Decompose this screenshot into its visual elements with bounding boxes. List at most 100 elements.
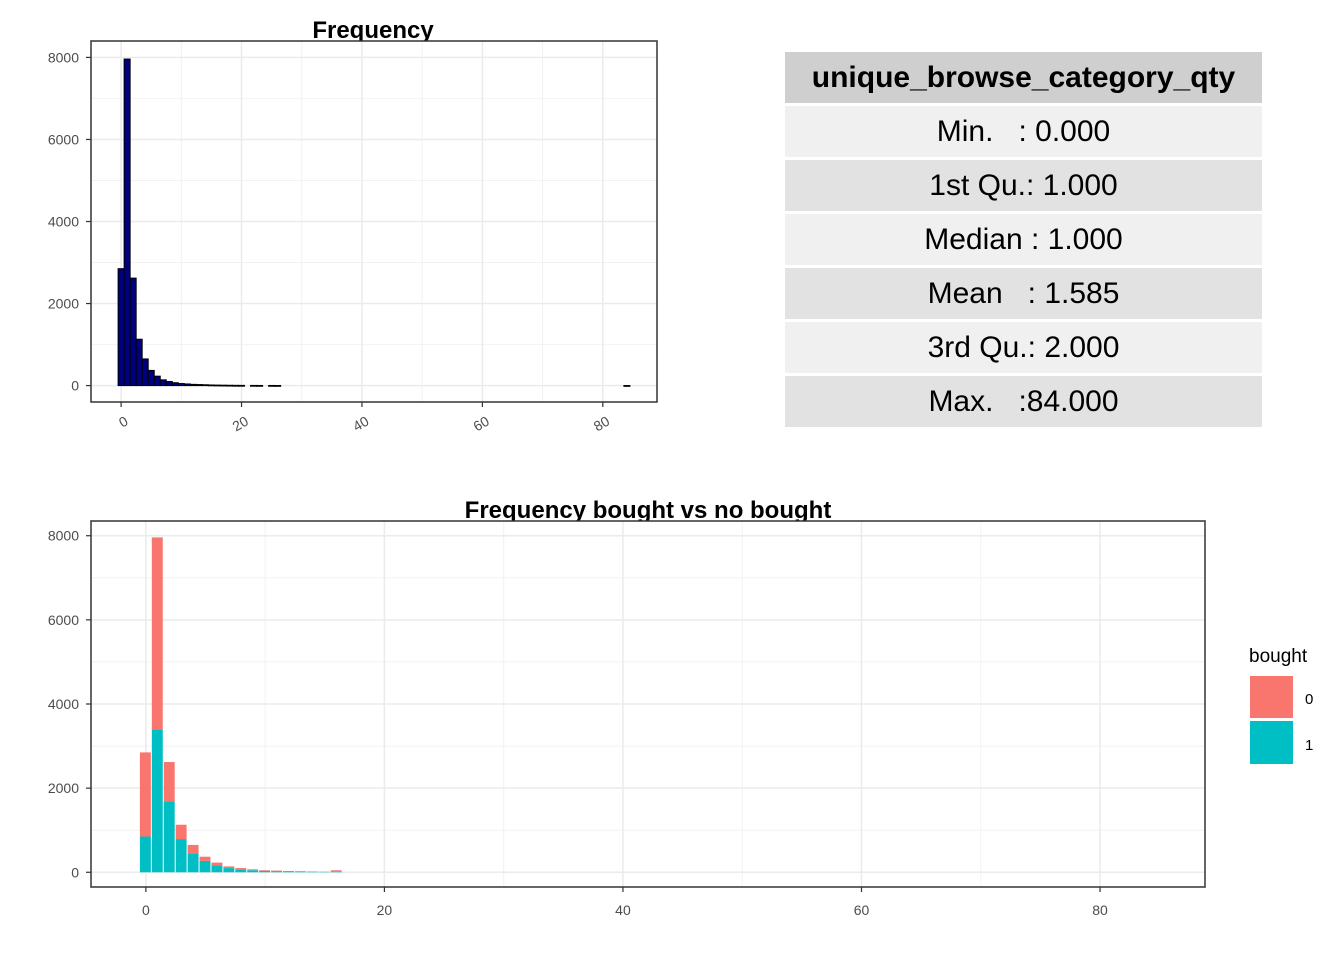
y-tick-label: 0 <box>71 864 79 880</box>
summary-cell: 3rd Qu.: 2.000 <box>785 319 1262 373</box>
summary-cell: 1st Qu.: 1.000 <box>785 157 1262 211</box>
legend: bought 0 1 <box>1249 646 1313 764</box>
bar-series-1 <box>223 868 235 873</box>
bar <box>159 379 167 387</box>
bar-series-1 <box>271 871 283 873</box>
bar <box>274 385 282 387</box>
bar-series-0 <box>199 856 211 861</box>
bar-series-1 <box>211 865 223 873</box>
x-tick-label: 40 <box>615 902 631 918</box>
bar <box>238 384 246 387</box>
bar <box>268 384 276 387</box>
bar <box>225 384 234 387</box>
bar-series-1 <box>199 860 211 873</box>
legend-key-0 <box>1250 676 1293 718</box>
bar-series-0 <box>139 752 151 837</box>
bar <box>189 383 197 387</box>
bar-series-1 <box>235 869 247 873</box>
y-tick-label: 8000 <box>48 49 79 65</box>
summary-cell: Median : 1.000 <box>785 211 1262 265</box>
bar-series-1 <box>306 871 318 873</box>
bar-series-0 <box>175 824 187 840</box>
bar <box>135 338 143 387</box>
x-tick-label: 40 <box>350 413 372 435</box>
bar <box>129 277 137 387</box>
legend-title: bought <box>1249 646 1308 667</box>
bought-histogram: Frequency bought vs no bought 0 2000 4000 6… <box>48 497 1206 918</box>
bar-series-1 <box>294 871 306 873</box>
summary-row-q3: 3rd Qu.: 2.000 <box>785 319 1262 373</box>
x-tick-label: 80 <box>1092 902 1108 918</box>
summary-row-median: Median : 1.000 <box>785 211 1262 265</box>
bar <box>213 384 221 387</box>
bar <box>165 380 173 387</box>
bar-series-0 <box>271 870 283 872</box>
bar-series-0 <box>211 862 223 866</box>
bar <box>195 384 203 387</box>
x-tick-label: 20 <box>230 413 252 435</box>
chart2-bars <box>139 537 342 873</box>
bar <box>232 384 240 387</box>
bar <box>219 384 227 387</box>
bar-series-0 <box>163 762 175 802</box>
bar-series-1 <box>247 870 259 873</box>
summary-table: unique_browse_category_qty Min. : 0.000 … <box>785 52 1262 427</box>
summary-row-mean: Mean : 1.585 <box>785 265 1262 319</box>
bar <box>117 268 125 387</box>
y-tick-label: 4000 <box>48 214 79 230</box>
bar <box>183 383 191 387</box>
y-tick-label: 0 <box>71 378 79 394</box>
bar <box>256 384 264 387</box>
bar <box>623 385 631 387</box>
frequency-histogram: Frequency 0 2000 4000 6000 8000 0 20 40 60 80 <box>48 17 658 434</box>
x-tick-label: 60 <box>854 902 870 918</box>
legend-label-0: 0 <box>1305 691 1313 708</box>
y-tick-label: 6000 <box>48 131 79 147</box>
bar-series-1 <box>259 870 271 873</box>
bar <box>207 384 215 387</box>
bar <box>123 58 131 387</box>
bar <box>141 358 149 387</box>
x-tick-label: 80 <box>591 413 613 435</box>
bar-series-0 <box>259 870 271 871</box>
bar <box>147 369 155 387</box>
y-tick-label: 2000 <box>48 296 79 312</box>
x-tick-label: 0 <box>116 413 131 431</box>
bar <box>177 383 185 387</box>
chart1-title: Frequency <box>312 17 434 44</box>
chart1-grid <box>91 41 657 402</box>
x-tick-label: 20 <box>377 902 393 918</box>
bar-series-1 <box>283 871 294 873</box>
y-tick-label: 2000 <box>48 780 79 796</box>
bar <box>171 382 179 387</box>
chart1-axes: 0 2000 4000 6000 8000 0 20 40 60 80 <box>48 49 613 434</box>
bar-series-0 <box>187 844 199 854</box>
summary-row-min: Min. : 0.000 <box>785 103 1262 157</box>
bar-series-0 <box>330 870 342 872</box>
bar-series-0 <box>223 866 235 869</box>
bar-series-1 <box>139 836 151 873</box>
bar-series-1 <box>151 729 163 873</box>
x-tick-label: 0 <box>142 902 150 918</box>
x-tick-label: 60 <box>470 413 492 435</box>
bar-series-1 <box>175 839 187 873</box>
y-tick-label: 6000 <box>48 612 79 628</box>
legend-label-1: 1 <box>1305 737 1313 754</box>
chart2-title: Frequency bought vs no bought <box>465 497 832 524</box>
y-tick-label: 4000 <box>48 696 79 712</box>
bar <box>153 375 161 387</box>
bar-series-0 <box>247 869 259 871</box>
summary-cell: Min. : 0.000 <box>785 103 1262 157</box>
chart2-axes: 0 2000 4000 6000 8000 0 20 40 60 80 <box>48 528 1108 918</box>
chart2-grid <box>91 521 1205 887</box>
summary-table-header: unique_browse_category_qty <box>785 52 1262 103</box>
summary-row-q1: 1st Qu.: 1.000 <box>785 157 1262 211</box>
bar <box>250 384 258 387</box>
bar-series-0 <box>151 537 163 730</box>
summary-row-max: Max. :84.000 <box>785 373 1262 427</box>
bar <box>201 384 209 387</box>
summary-cell: Mean : 1.585 <box>785 265 1262 319</box>
bar-series-1 <box>163 801 175 873</box>
y-tick-label: 8000 <box>48 528 79 544</box>
